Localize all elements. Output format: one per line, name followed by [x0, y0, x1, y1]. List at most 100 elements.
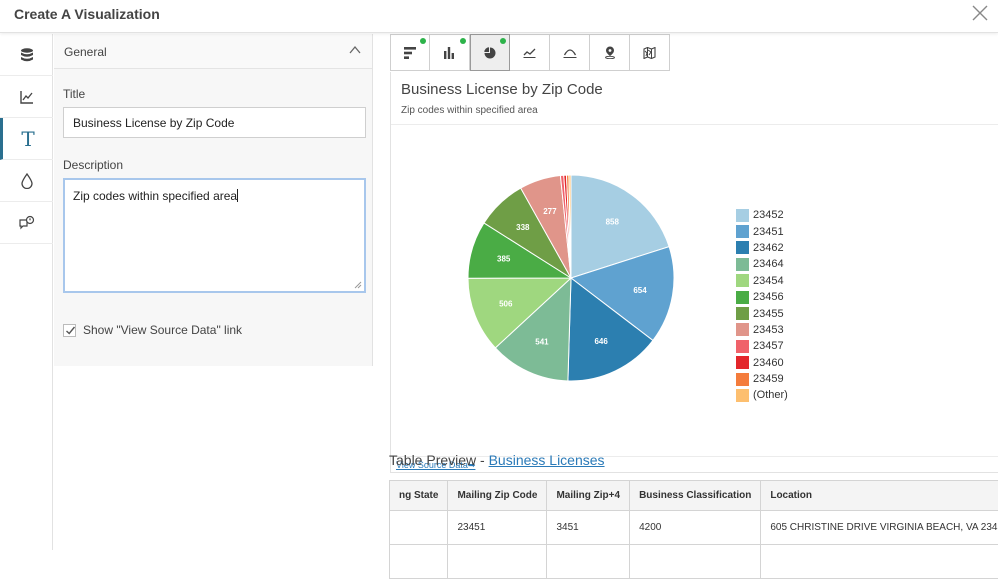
- legend-swatch: [736, 340, 749, 353]
- status-dot: [420, 38, 426, 44]
- window-title: Create A Visualization: [14, 6, 160, 22]
- legend-item[interactable]: 23452: [736, 207, 788, 223]
- legend-label: (Other): [753, 389, 788, 401]
- pie-data-label: 654: [633, 286, 647, 295]
- legend-item[interactable]: 23459: [736, 371, 788, 387]
- line-chart-icon: [523, 48, 536, 58]
- legend-label: 23464: [753, 258, 784, 270]
- legend-swatch: [736, 373, 749, 386]
- database-icon: [19, 47, 35, 63]
- resize-handle-icon[interactable]: [354, 281, 362, 289]
- column-header[interactable]: ng State: [390, 481, 448, 511]
- table-title-prefix: Table Preview -: [389, 452, 489, 468]
- chart-subtitle: Zip codes within specified area: [401, 105, 538, 116]
- table-cell: 605 CHRISTINE DRIVE VIRGINIA BEACH, VA 2…: [761, 511, 998, 545]
- tab-column-chart[interactable]: [430, 34, 470, 71]
- pie-data-label: 385: [497, 255, 511, 264]
- legend-item[interactable]: 23460: [736, 355, 788, 371]
- settings-panel: General Title Business License by Zip Co…: [54, 34, 373, 366]
- dataset-link[interactable]: Business Licenses: [489, 452, 605, 468]
- legend-item[interactable]: (Other): [736, 387, 788, 403]
- color-drop-icon: [20, 173, 34, 189]
- tab-histogram[interactable]: [550, 34, 590, 71]
- legend-item[interactable]: 23453: [736, 322, 788, 338]
- table-cell: [390, 511, 448, 545]
- pie-data-label: 646: [594, 337, 608, 346]
- legend-swatch: [736, 274, 749, 287]
- column-header[interactable]: Mailing Zip Code: [448, 481, 547, 511]
- tab-line-chart[interactable]: [510, 34, 550, 71]
- legend-label: 23455: [753, 308, 784, 320]
- column-chart-icon: [444, 47, 456, 59]
- legend-item[interactable]: 23454: [736, 273, 788, 289]
- bar-horizontal-icon: [404, 47, 417, 59]
- close-icon[interactable]: [970, 3, 990, 23]
- legend-item[interactable]: 23456: [736, 289, 788, 305]
- legend-swatch: [736, 241, 749, 254]
- chevron-up-icon[interactable]: [348, 43, 362, 57]
- title-input[interactable]: Business License by Zip Code: [63, 107, 366, 138]
- chart-legend: 23452 23451 23462 23464 23454 23456 23455 23453…: [736, 207, 788, 404]
- legend-item[interactable]: 23457: [736, 338, 788, 354]
- legend-swatch: [736, 389, 749, 402]
- column-header[interactable]: Mailing Zip+4: [547, 481, 630, 511]
- tab-bar-chart[interactable]: [390, 34, 430, 71]
- legend-swatch: [736, 291, 749, 304]
- legend-label: 23460: [753, 357, 784, 369]
- rail-item-tooltip[interactable]: [0, 202, 53, 244]
- table-cell: 4200: [630, 511, 761, 545]
- legend-swatch: [736, 356, 749, 369]
- title-bar: Create A Visualization: [0, 0, 998, 33]
- column-header[interactable]: Business Classification: [630, 481, 761, 511]
- rail-item-text[interactable]: T: [0, 118, 53, 160]
- description-text: Zip codes within specified area: [73, 189, 237, 203]
- pie-chart-icon: [484, 47, 496, 59]
- rail-item-data[interactable]: [0, 34, 53, 76]
- show-source-checkbox[interactable]: [63, 324, 76, 337]
- region-map-icon: [643, 47, 656, 59]
- legend-label: 23454: [753, 275, 784, 287]
- legend-swatch: [736, 307, 749, 320]
- legend-item[interactable]: 23451: [736, 223, 788, 239]
- table-cell: 23451: [448, 511, 547, 545]
- description-textarea[interactable]: Zip codes within specified area: [63, 178, 366, 293]
- rail-item-colors[interactable]: [0, 160, 53, 202]
- tooltip-icon: [18, 215, 35, 231]
- rail-item-axes[interactable]: [0, 76, 53, 118]
- axis-chart-icon: [19, 89, 35, 105]
- legend-swatch: [736, 258, 749, 271]
- legend-item[interactable]: 23455: [736, 305, 788, 321]
- tab-point-map[interactable]: [590, 34, 630, 71]
- legend-label: 23456: [753, 291, 784, 303]
- pie-data-label: 506: [499, 300, 513, 309]
- map-pin-icon: [604, 46, 616, 59]
- chart-type-tabs: [390, 34, 670, 71]
- show-source-option[interactable]: Show "View Source Data" link: [63, 323, 364, 337]
- legend-swatch: [736, 225, 749, 238]
- pie-data-label: 858: [606, 217, 620, 226]
- table-preview-title: Table Preview - Business Licenses: [389, 452, 605, 468]
- column-header[interactable]: Location: [761, 481, 998, 511]
- histogram-icon: [563, 48, 577, 58]
- main-area: Business License by Zip Code Zip codes w…: [389, 34, 998, 550]
- legend-label: 23453: [753, 324, 784, 336]
- chart-card: Business License by Zip Code Zip codes w…: [390, 72, 998, 473]
- pie-data-label: 277: [543, 207, 557, 216]
- description-label: Description: [63, 158, 364, 172]
- title-label: Title: [63, 87, 364, 101]
- general-section-header[interactable]: General: [54, 34, 372, 69]
- legend-label: 23459: [753, 373, 784, 385]
- checkmark-icon: [65, 325, 76, 336]
- show-source-label: Show "View Source Data" link: [83, 323, 242, 337]
- legend-item[interactable]: 23464: [736, 256, 788, 272]
- tab-pie-chart[interactable]: [470, 34, 510, 71]
- legend-swatch: [736, 323, 749, 336]
- legend-item[interactable]: 23462: [736, 240, 788, 256]
- status-dot: [500, 38, 506, 44]
- legend-label: 23452: [753, 209, 784, 221]
- tab-region-map[interactable]: [630, 34, 670, 71]
- legend-label: 23462: [753, 242, 784, 254]
